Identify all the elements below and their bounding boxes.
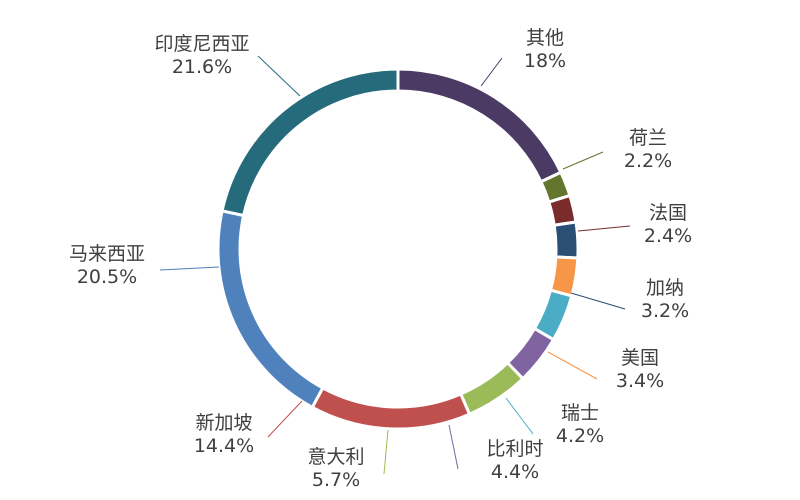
slice-9 [310, 385, 472, 431]
slice-3 [546, 193, 578, 227]
slice-percent-1: 18% [524, 50, 566, 72]
slice-label-4: 加纳 [646, 277, 684, 299]
slice-label-6: 瑞士 [561, 402, 599, 424]
slice-label-11: 印度尼西亚 [154, 33, 249, 55]
leader-line-10 [159, 266, 220, 271]
slice-percent-4: 3.2% [641, 300, 689, 322]
leader-line-8 [383, 429, 389, 475]
slice-percent-6: 4.2% [556, 425, 604, 447]
slice-label-10: 马来西亚 [69, 243, 145, 265]
slice-percent-9: 14.4% [194, 435, 254, 457]
slice-label-5: 美国 [621, 347, 659, 369]
slice-percent-8: 5.7% [312, 469, 360, 491]
slice-8 [458, 360, 525, 417]
slice-label-7: 比利时 [486, 438, 543, 460]
slice-label-1: 其他 [526, 27, 564, 49]
slice-percent-2: 2.2% [624, 150, 672, 172]
slice-percent-10: 20.5% [77, 266, 137, 288]
slice-4 [552, 220, 580, 260]
leader-line-9 [267, 400, 303, 438]
leader-line-11 [257, 55, 301, 97]
slice-percent-3: 2.4% [644, 225, 692, 247]
leader-line-1 [480, 57, 503, 87]
slice-1 [396, 67, 563, 184]
leader-line-4 [570, 292, 626, 310]
slice-percent-7: 4.4% [491, 461, 539, 483]
leader-line-7 [448, 424, 459, 470]
slice-label-8: 意大利 [307, 446, 364, 468]
slice-11 [220, 67, 400, 218]
slice-label-9: 新加坡 [195, 412, 252, 434]
slice-10 [216, 209, 325, 410]
leader-line-3 [577, 225, 631, 232]
slice-label-3: 法国 [649, 202, 687, 224]
leader-line-5 [547, 351, 598, 380]
leader-line-6 [505, 397, 534, 435]
donut-slices [216, 67, 580, 431]
slice-percent-11: 21.6% [172, 56, 232, 78]
slice-label-2: 荷兰 [629, 127, 667, 149]
leader-line-2 [562, 151, 604, 170]
slice-percent-5: 3.4% [616, 370, 664, 392]
